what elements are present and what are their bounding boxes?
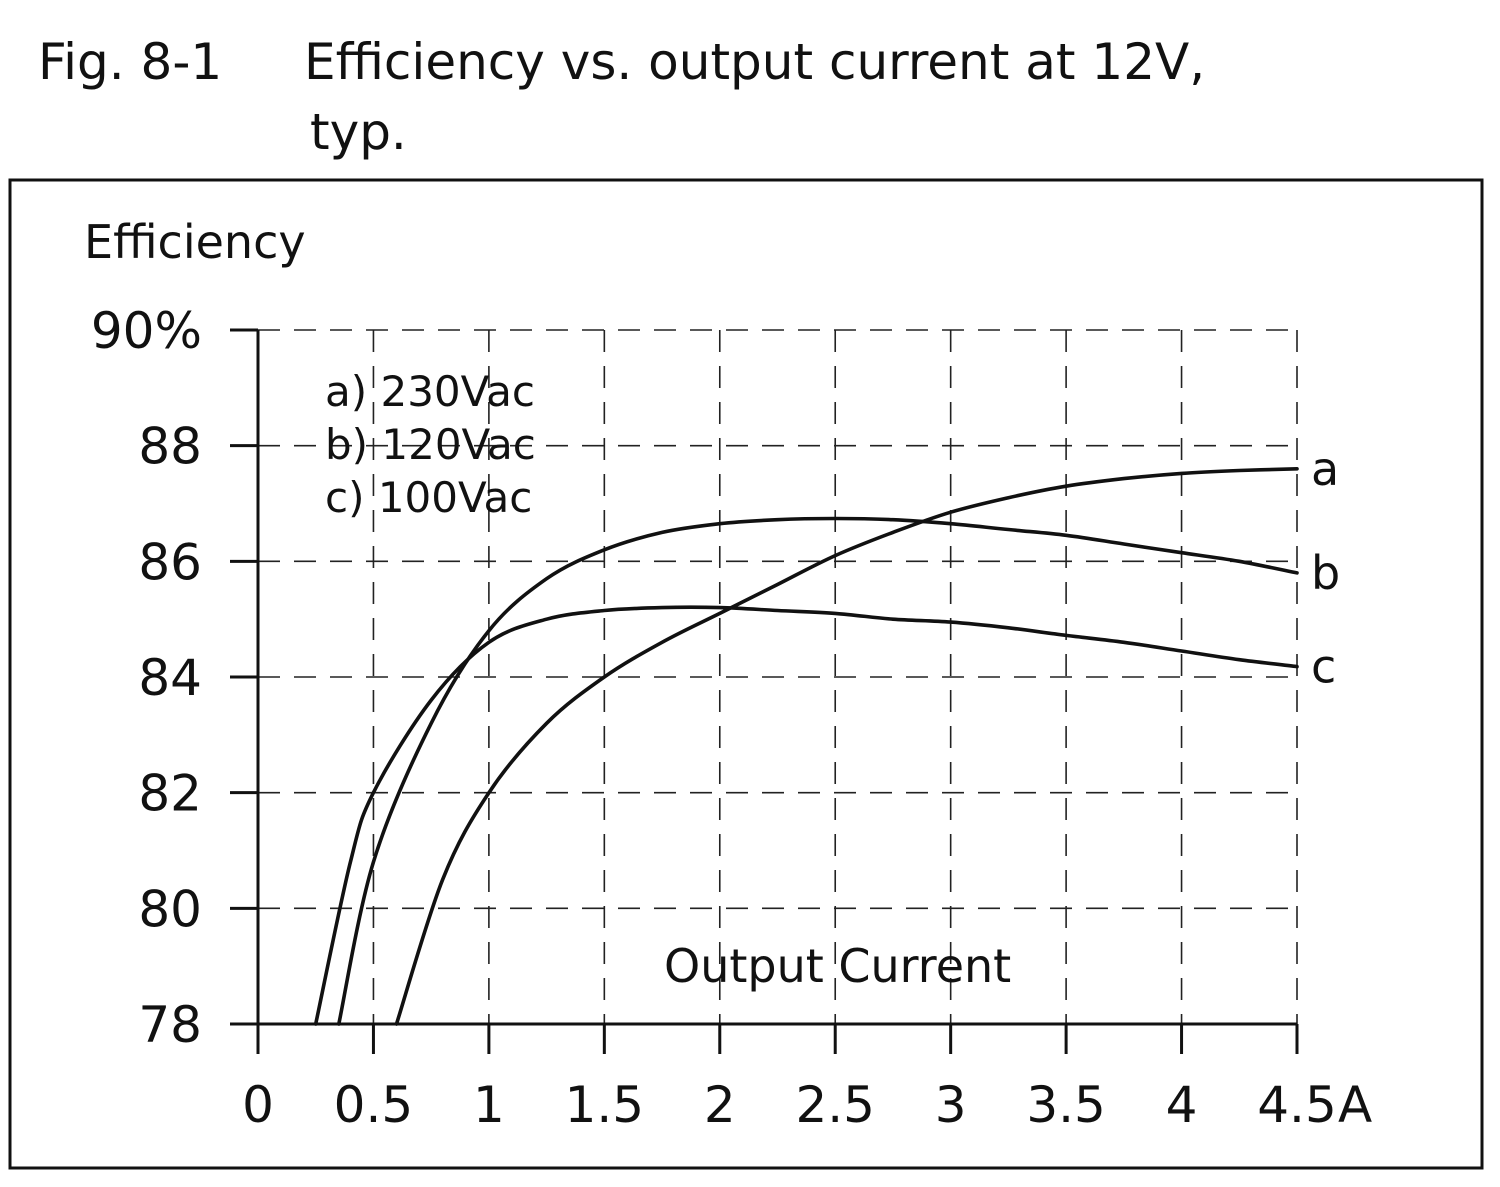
series-curves: abc (313, 442, 1340, 1026)
figure-title-line1: Efficiency vs. output current at 12V, (304, 33, 1206, 91)
x-tick-label-6: 3 (935, 1076, 967, 1134)
series-label-b: b (1311, 546, 1340, 600)
y-tick-label-0: 78 (138, 996, 202, 1054)
y-axis-title: Efficiency (84, 215, 306, 269)
y-tick-label-6: 90% (91, 302, 202, 360)
x-tick-label-3: 1.5 (565, 1076, 645, 1134)
y-tick-label-3: 84 (138, 649, 202, 707)
axes (230, 328, 1299, 1054)
legend-entry-c: c) 100Vac (325, 473, 532, 522)
x-tick-label-0: 0 (242, 1076, 274, 1134)
y-tick-label-2: 82 (138, 765, 202, 823)
legend-entry-a: a) 230Vac (325, 367, 535, 416)
x-tick-label-9: 4.5 (1257, 1076, 1337, 1134)
series-label-a: a (1311, 442, 1339, 496)
x-axis-unit: A (1338, 1076, 1372, 1134)
series-line-a (394, 467, 1299, 1026)
grid (258, 329, 1298, 1024)
figure-title-line2: typ. (310, 103, 407, 161)
figure-number: Fig. 8-1 (38, 33, 223, 91)
legend: a) 230Vac b) 120Vac c) 100Vac (325, 367, 536, 522)
y-tick-label-1: 80 (138, 880, 202, 938)
figure-title: Fig. 8-1 Efficiency vs. output current a… (0, 0, 1500, 170)
y-tick-label-4: 86 (138, 533, 202, 591)
x-axis-title: Output Current (664, 939, 1011, 993)
series-line-b (337, 516, 1299, 1026)
legend-entry-b: b) 120Vac (325, 420, 536, 469)
tick-labels: 78 80 82 84 86 88 90% 0 0.5 1 1.5 2 2.5 3 3.5 4 4.5 (91, 302, 1337, 1134)
x-tick-label-5: 2.5 (795, 1076, 875, 1134)
x-tick-label-7: 3.5 (1026, 1076, 1106, 1134)
x-tick-label-1: 0.5 (334, 1076, 414, 1134)
y-tick-label-5: 88 (138, 418, 202, 476)
series-label-c: c (1311, 640, 1336, 694)
x-tick-label-4: 2 (704, 1076, 736, 1134)
series-line-c (313, 605, 1299, 1026)
x-tick-label-2: 1 (473, 1076, 505, 1134)
x-tick-label-8: 4 (1166, 1076, 1198, 1134)
chart-frame (8, 178, 1484, 1170)
